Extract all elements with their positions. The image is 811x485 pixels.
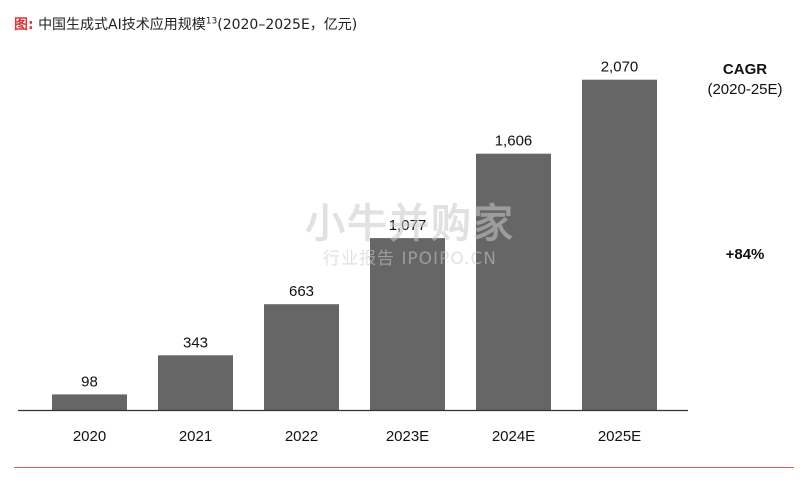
title-suffix: (2020–2025E，亿元) [217, 17, 358, 33]
bar-2020 [52, 394, 127, 410]
value-label-2025E: 2,070 [601, 59, 639, 76]
bottom-rule [14, 467, 794, 468]
x-tick-label-2022: 2022 [285, 428, 318, 445]
bar-2025E [582, 79, 657, 410]
value-label-2021: 343 [183, 334, 208, 351]
title-text: 中国生成式AI技术应用规模 [38, 17, 206, 33]
bar-2024E [476, 153, 551, 410]
chart-title: 图: 中国生成式AI技术应用规模13(2020–2025E，亿元) [14, 14, 357, 34]
cagr-header: CAGR (2020-25E) [690, 60, 800, 100]
value-label-2024E: 1,606 [495, 133, 533, 150]
x-tick-label-2023E: 2023E [386, 428, 429, 445]
x-tick-label-2021: 2021 [179, 428, 212, 445]
value-label-2022: 663 [289, 283, 314, 300]
cagr-value: +84% [725, 246, 765, 263]
cagr-period: (2020-25E) [707, 81, 783, 98]
cagr-title: CAGR [722, 61, 768, 78]
footnote-ref: 13 [205, 16, 218, 27]
bar-2021 [158, 355, 233, 410]
value-label-2023E: 1,077 [389, 217, 427, 234]
value-label-2020: 98 [81, 373, 98, 390]
x-tick-label-2025E: 2025E [598, 428, 641, 445]
x-tick-label-2020: 2020 [73, 428, 106, 445]
bar-2023E [370, 238, 445, 410]
x-tick-label-2024E: 2024E [492, 428, 535, 445]
bar-2022 [264, 304, 339, 410]
figure-prefix: 图: [14, 17, 34, 33]
